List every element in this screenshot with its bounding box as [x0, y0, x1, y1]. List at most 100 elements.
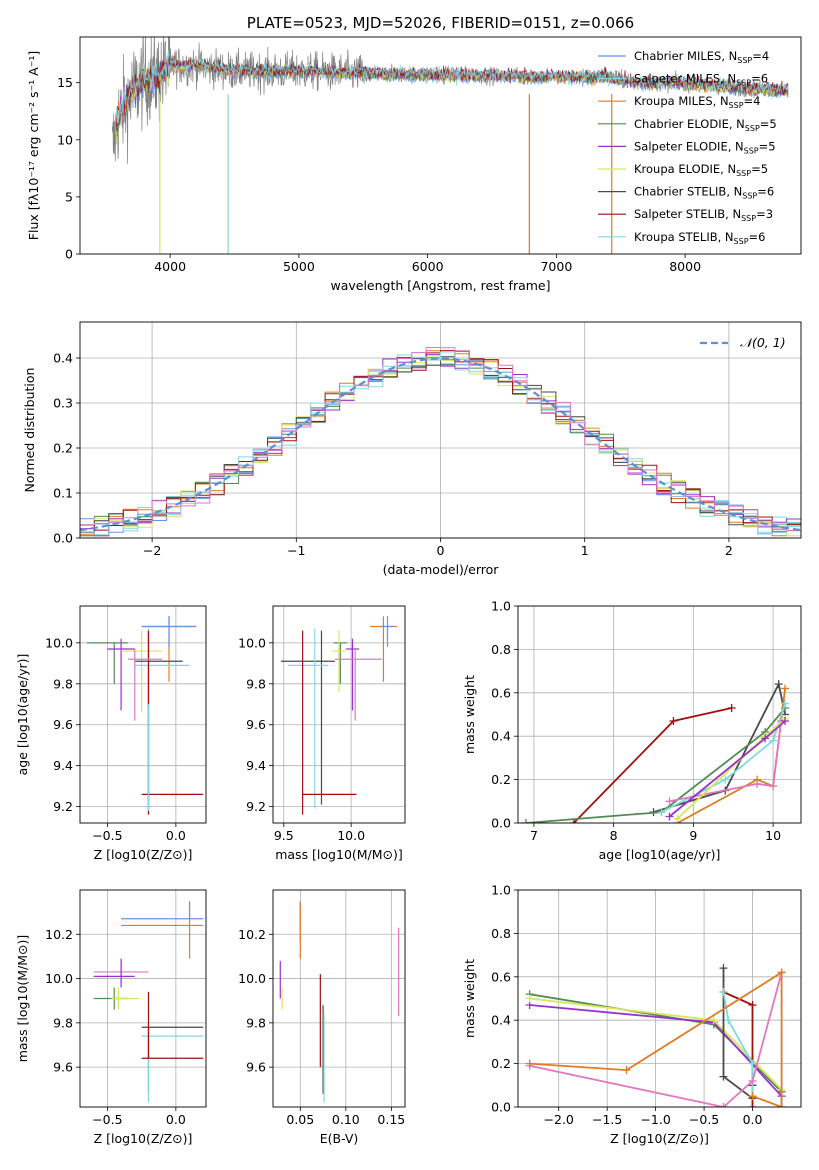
weight-marker: [753, 779, 762, 788]
weight-marker: [669, 717, 678, 726]
panel-weight-vs-age: 7 8 9 10 0.0 0.2 0.4 0.6 0.8 1.0 age [log10(age/yr…: [462, 599, 802, 862]
weight-marker: [748, 1103, 757, 1107]
weight-line: [525, 707, 786, 823]
error-point: [332, 630, 346, 692]
error-point: [121, 901, 204, 920]
y-tick-label: 9.6: [53, 717, 73, 732]
weight-marker: [709, 1016, 718, 1025]
weight-marker: [665, 812, 674, 821]
weight-marker: [777, 1103, 786, 1107]
y-tick-label: 1.0: [491, 883, 511, 898]
x-tick-label: 0.15: [377, 1112, 405, 1127]
y-tick-label: 15: [57, 75, 73, 90]
error-point: [141, 1026, 204, 1094]
error-point: [141, 616, 197, 647]
grid: [518, 605, 801, 824]
x-tick-label: 1: [581, 543, 589, 558]
axes-frame: [517, 605, 802, 824]
panel-spectrum: 4000 5000 6000 7000 8000 0 5 10 15 PLATE=0523, MJ…: [26, 14, 802, 293]
model-spectrum-kroupa_stelib: [115, 53, 789, 124]
x-tick-label: −0.5: [92, 828, 122, 843]
y-tick-label: 0.2: [491, 1056, 511, 1071]
weight-marker: [781, 699, 790, 708]
x-tick-label: −0.5: [689, 1112, 719, 1127]
plot-area: [525, 964, 786, 1107]
weight-marker: [748, 1076, 757, 1085]
y-axis-label: mass weight: [462, 959, 477, 1038]
panel-residuals: −2 −1 0 1 2 0.0 0.1 0.2 0.3 0.4 (data-model)/error…: [22, 321, 802, 577]
x-tick-label: −2.0: [544, 1112, 574, 1127]
x-tick-label: −2: [143, 543, 161, 558]
grid: [273, 890, 405, 1107]
y-tick-label: 9.6: [246, 717, 266, 732]
y-tick-label: 10.0: [45, 635, 73, 650]
weight-marker: [719, 964, 728, 973]
x-tick-label: 0.0: [166, 828, 186, 843]
y-tick-label: 9.8: [246, 676, 266, 691]
weight-marker: [719, 1103, 728, 1107]
x-axis-label: Z [log10(Z/Z⊙)]: [94, 1131, 193, 1146]
error-point: [141, 991, 204, 1059]
weight-marker: [665, 797, 674, 806]
error-point: [302, 630, 357, 815]
error-point: [93, 958, 135, 988]
y-tick-label: 0.2: [53, 441, 73, 456]
plot-area: [521, 680, 790, 823]
weight-marker: [748, 1001, 757, 1010]
error-point: [287, 628, 329, 809]
legend: Chabrier MILES, NSSP=4 Salpeter MILES, NS…: [598, 49, 777, 246]
y-tick-label: 10.0: [238, 971, 266, 986]
y-tick-label: 0.8: [491, 926, 511, 941]
y-tick-label: 9.8: [246, 1015, 266, 1030]
plot-area: [111, 37, 789, 254]
grid: [273, 606, 405, 823]
x-axis-label: mass [log10(M/M⊙)]: [275, 847, 403, 862]
y-tick-label: 1.0: [491, 599, 511, 614]
x-tick-label: −1: [287, 543, 305, 558]
histogram-kroupa_stelib: [80, 351, 801, 536]
histogram-pink: [80, 347, 801, 532]
x-tick-label: 7: [530, 828, 538, 843]
y-tick-label: 0: [65, 247, 73, 262]
y-tick-label: 9.2: [246, 799, 266, 814]
legend-entry: Salpeter MILES, NSSP=6: [634, 72, 768, 88]
weight-line: [529, 972, 783, 1107]
y-tick-label: 10.2: [238, 927, 266, 942]
y-tick-label: 9.4: [246, 758, 266, 773]
legend-entry: Salpeter STELIB, NSSP=3: [634, 207, 773, 223]
weight-marker: [622, 1066, 631, 1075]
error-point: [127, 648, 163, 721]
y-tick-label: 10.0: [45, 971, 73, 986]
y-tick-label: 0.0: [53, 531, 73, 546]
legend-entry: Salpeter ELODIE, NSSP=5: [634, 139, 776, 155]
x-axis-label: wavelength [Angstrom, rest frame]: [330, 278, 550, 293]
error-point: [333, 642, 348, 684]
chart-title: PLATE=0523, MJD=52026, FIBERID=0151, z=0…: [247, 14, 634, 32]
panel-weight-vs-Z: −2.0 −1.5 −1.0 −0.5 0.0 0.0 0.2 0.4 0.6 0.8 1.0 Z […: [462, 883, 802, 1146]
x-tick-label: −1.5: [592, 1112, 622, 1127]
x-tick-label: 4000: [154, 259, 186, 274]
y-axis-label: mass weight: [462, 675, 477, 754]
x-tick-label: 9: [689, 828, 697, 843]
error-point: [345, 638, 360, 711]
x-tick-label: 8: [610, 828, 618, 843]
error-point: [134, 628, 190, 809]
axes-frame: [272, 889, 406, 1108]
weight-marker: [724, 1016, 733, 1025]
y-tick-label: 0.3: [53, 396, 73, 411]
legend-entry: Kroupa MILES, NSSP=4: [634, 94, 760, 110]
y-tick-label: 9.6: [53, 1060, 73, 1075]
legend-entry: Kroupa STELIB, NSSP=6: [634, 230, 765, 246]
y-tick-label: 9.4: [53, 758, 73, 773]
axes-frame: [79, 36, 802, 255]
axes-frame: [517, 889, 802, 1108]
y-tick-label: 0.4: [491, 1013, 511, 1028]
x-axis-label: age [log10(age/yr)]: [599, 847, 721, 862]
axes-frame: [272, 605, 406, 824]
weight-line: [722, 968, 754, 1101]
x-tick-label: −0.5: [92, 1112, 122, 1127]
plot-area: [86, 616, 204, 815]
x-tick-label: 7000: [540, 259, 572, 274]
y-tick-label: 0.2: [491, 772, 511, 787]
